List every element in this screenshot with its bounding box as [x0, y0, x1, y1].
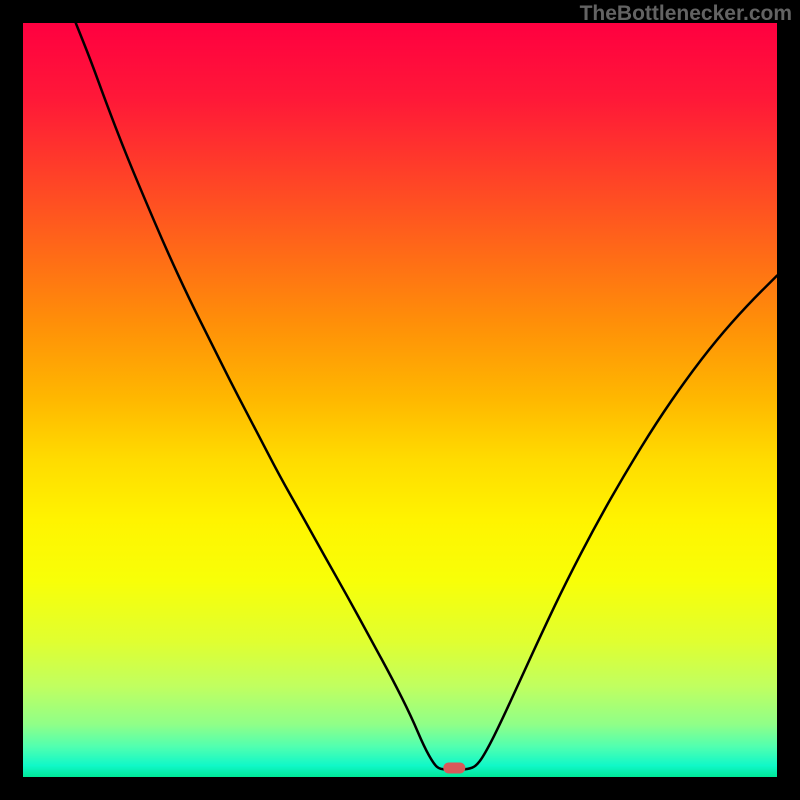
plot-area — [23, 23, 777, 777]
optimal-point-marker — [443, 762, 465, 773]
chart-frame: TheBottlenecker.com — [0, 0, 800, 800]
watermark-text: TheBottlenecker.com — [580, 2, 792, 26]
gradient-background — [23, 23, 777, 777]
bottleneck-chart — [23, 23, 777, 777]
